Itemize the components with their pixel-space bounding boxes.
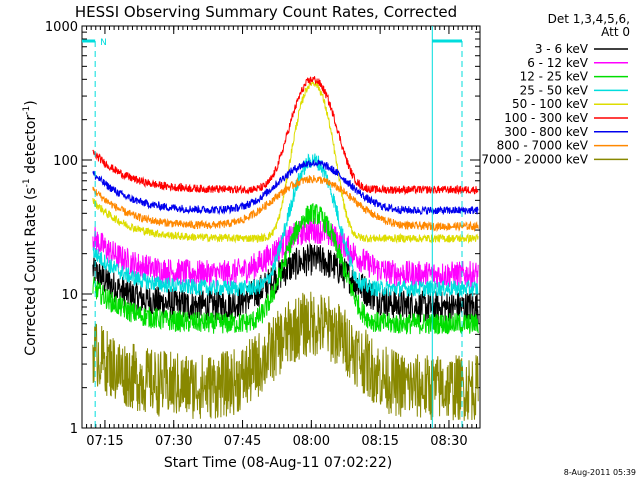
- series-line-4: [92, 79, 479, 244]
- chart-title: HESSI Observing Summary Count Rates, Cor…: [75, 3, 457, 21]
- series-lines: [92, 76, 479, 421]
- series-line-5: [92, 76, 479, 196]
- x-axis-ticks: 07:15 07:30 07:45 08:00 08:15 08:30: [86, 26, 477, 449]
- y-axis-label: Corrected Count Rate (s-1 detector-1): [22, 100, 39, 355]
- x-tick-label: 08:15: [361, 434, 398, 449]
- x-tick-label: 08:30: [430, 434, 467, 449]
- legend-entry-label: 100 - 300 keV: [504, 111, 588, 125]
- legend-entry-label: 50 - 100 keV: [512, 97, 589, 111]
- legend-entry-label: 12 - 25 keV: [520, 70, 589, 84]
- x-tick-label: 07:45: [224, 434, 261, 449]
- legend-header-line2: Att 0: [601, 25, 630, 39]
- legend-entry-label: 300 - 800 keV: [504, 125, 588, 139]
- series-line-8: [92, 291, 479, 421]
- legend-entry-label: 6 - 12 keV: [527, 56, 589, 70]
- x-tick-label: 08:00: [293, 434, 330, 449]
- y-tick-label: 10: [61, 288, 78, 303]
- series-line-7: [92, 175, 479, 233]
- x-tick-label: 07:30: [155, 434, 192, 449]
- y-tick-label: 1000: [45, 20, 78, 35]
- legend-entry-label: 800 - 7000 keV: [497, 139, 589, 153]
- legend-entry-label: 25 - 50 keV: [520, 83, 589, 97]
- legend-header-line1: Det 1,3,4,5,6,: [548, 12, 630, 26]
- y-tick-label: 100: [53, 154, 78, 169]
- legend-entry-label: 7000 - 20000 keV: [481, 152, 588, 166]
- plot-border: [81, 25, 481, 429]
- timestamp: 8-Aug-2011 05:39: [564, 468, 636, 477]
- legend-entry-label: 3 - 6 keV: [535, 42, 589, 56]
- plot-frame: [81, 25, 481, 429]
- night-indicator: N: [82, 26, 463, 428]
- x-axis-label: Start Time (08-Aug-11 07:02:22): [164, 455, 392, 471]
- night-label: N: [100, 38, 107, 48]
- series-line-3: [92, 153, 479, 297]
- y-tick-label: 1: [70, 422, 78, 437]
- series-line-6: [92, 159, 479, 216]
- series-line-2: [92, 203, 479, 335]
- x-tick-label: 07:15: [86, 434, 123, 449]
